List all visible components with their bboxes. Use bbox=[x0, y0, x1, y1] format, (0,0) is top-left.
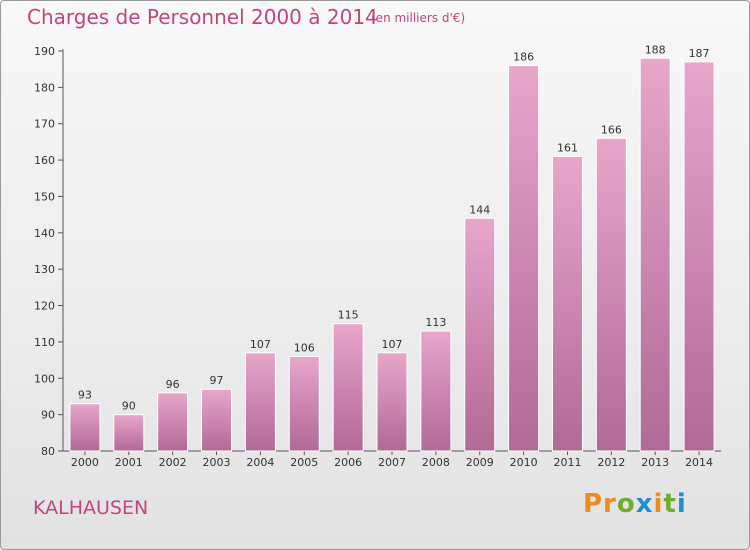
proxiti-logo: Proxiti bbox=[583, 489, 687, 519]
x-tick-label: 2010 bbox=[510, 456, 538, 469]
x-tick-label: 2000 bbox=[71, 456, 99, 469]
y-tick-label: 90 bbox=[41, 409, 55, 422]
bar bbox=[508, 65, 540, 452]
bar-value-label: 166 bbox=[601, 123, 622, 136]
bar bbox=[244, 352, 276, 452]
x-tick-label: 2001 bbox=[115, 456, 143, 469]
bar bbox=[113, 414, 145, 452]
y-tick-label: 120 bbox=[34, 300, 55, 313]
chart-title: Charges de Personnel 2000 à 2014 bbox=[27, 5, 378, 29]
bars: 93 90 96 97 107 106 115 107 113 144 186 161 166 188 18… bbox=[69, 43, 715, 452]
bar bbox=[157, 392, 189, 452]
x-tick-label: 2005 bbox=[290, 456, 318, 469]
bar-value-label: 90 bbox=[122, 400, 136, 413]
x-tick-label: 2004 bbox=[246, 456, 274, 469]
x-tick-label: 2008 bbox=[422, 456, 450, 469]
x-tick-label: 2013 bbox=[641, 456, 669, 469]
bar-value-label: 115 bbox=[338, 309, 359, 322]
y-tick-label: 100 bbox=[34, 372, 55, 385]
x-tick-label: 2011 bbox=[553, 456, 581, 469]
bar bbox=[420, 330, 452, 452]
bar-value-label: 187 bbox=[689, 47, 710, 60]
x-tick-label: 2002 bbox=[159, 456, 187, 469]
bar-value-label: 188 bbox=[645, 43, 666, 56]
bar bbox=[464, 217, 496, 452]
y-tick-label: 140 bbox=[34, 227, 55, 240]
bar bbox=[288, 355, 320, 452]
bar bbox=[69, 403, 101, 452]
bar bbox=[551, 155, 583, 452]
bar-value-label: 106 bbox=[294, 341, 315, 354]
x-tick-label: 2006 bbox=[334, 456, 362, 469]
x-tick-label: 2009 bbox=[466, 456, 494, 469]
y-tick-label: 160 bbox=[34, 154, 55, 167]
bar bbox=[595, 137, 627, 452]
bar-value-label: 113 bbox=[425, 316, 446, 329]
bar-value-label: 96 bbox=[166, 378, 180, 391]
bar bbox=[201, 388, 233, 452]
bar bbox=[639, 57, 671, 452]
commune-name: KALHAUSEN bbox=[33, 497, 149, 519]
y-tick-label: 180 bbox=[34, 81, 55, 94]
x-tick-label: 2014 bbox=[685, 456, 713, 469]
x-tick-label: 2007 bbox=[378, 456, 406, 469]
bar-value-label: 161 bbox=[557, 141, 578, 154]
axes: 80 90 100 110 120 130 140 150 160 170 180 190 2000 20… bbox=[34, 45, 721, 469]
bar-value-label: 144 bbox=[469, 203, 490, 216]
bar-value-label: 93 bbox=[78, 389, 92, 402]
bar bbox=[376, 352, 408, 452]
bar-value-label: 107 bbox=[382, 338, 403, 351]
x-tick-label: 2012 bbox=[597, 456, 625, 469]
bar-value-label: 107 bbox=[250, 338, 271, 351]
bar bbox=[683, 61, 715, 452]
y-tick-label: 150 bbox=[34, 190, 55, 203]
y-tick-label: 190 bbox=[34, 45, 55, 58]
y-tick-label: 170 bbox=[34, 118, 55, 131]
y-tick-label: 80 bbox=[41, 445, 55, 458]
x-tick-label: 2003 bbox=[203, 456, 231, 469]
bar bbox=[332, 323, 364, 452]
y-tick-label: 130 bbox=[34, 263, 55, 276]
chart-unit: (en milliers d'€) bbox=[371, 11, 466, 25]
y-tick-label: 110 bbox=[34, 336, 55, 349]
bar-value-label: 186 bbox=[513, 51, 534, 64]
bar-value-label: 97 bbox=[210, 374, 224, 387]
